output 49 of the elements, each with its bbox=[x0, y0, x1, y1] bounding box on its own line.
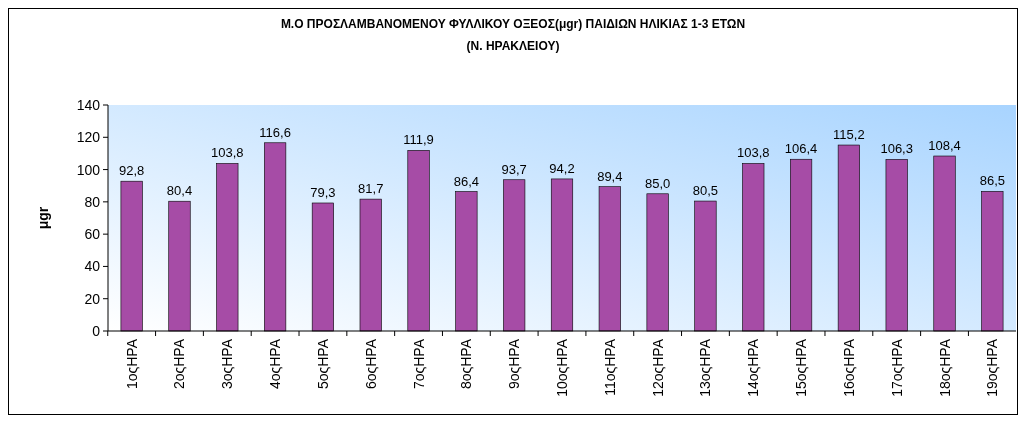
x-tick-label: 16οςΗΡΑ bbox=[840, 338, 857, 397]
x-tick-label: 9οςΗΡΑ bbox=[506, 338, 523, 390]
y-tick-label: 140 bbox=[76, 97, 101, 113]
y-tick-label: 120 bbox=[76, 129, 101, 146]
data-label: 103,8 bbox=[211, 145, 244, 161]
x-tick-label: 19οςΗΡΑ bbox=[984, 338, 1001, 397]
data-label: 108,4 bbox=[928, 138, 961, 154]
x-tick-label: 13οςΗΡΑ bbox=[697, 338, 714, 397]
data-label: 80,5 bbox=[692, 183, 719, 199]
data-label: 111,9 bbox=[403, 132, 434, 148]
data-label: 92,8 bbox=[119, 163, 145, 179]
x-tick-label: 12οςΗΡΑ bbox=[649, 338, 666, 397]
data-label: 86,4 bbox=[453, 173, 480, 189]
x-tick-label: 3οςΗΡΑ bbox=[219, 338, 236, 390]
data-label: 93,7 bbox=[501, 161, 527, 177]
data-label: 86,5 bbox=[979, 173, 1005, 189]
y-tick-label: 0 bbox=[92, 323, 101, 339]
x-tick-label: 17οςΗΡΑ bbox=[888, 338, 905, 397]
y-tick-label: 60 bbox=[84, 226, 101, 243]
data-label: 106,4 bbox=[784, 141, 818, 157]
x-tick-label: 2οςΗΡΑ bbox=[171, 338, 188, 390]
x-tick-label: 6οςΗΡΑ bbox=[362, 338, 379, 390]
data-label: 115,2 bbox=[833, 127, 865, 143]
data-label: 103,8 bbox=[736, 145, 770, 161]
x-tick-label: 15οςΗΡΑ bbox=[793, 338, 810, 397]
chart-title: Μ.Ο ΠΡΟΣΛΑΜΒΑΝΟΜΕΝΟΥ ΦΥΛΛΙΚΟΥ ΟΞΕΟΣ(μgr) ΠΑΙΔΙΩΝ ΗΛΙΚΙΑΣ 1-3 ΕΤΩΝ bbox=[280, 17, 746, 31]
data-label: 81,7 bbox=[358, 181, 384, 197]
y-tick-label: 100 bbox=[76, 161, 101, 178]
data-label: 106,3 bbox=[880, 141, 913, 157]
y-axis-title: μgr bbox=[35, 206, 51, 230]
y-tick-label: 40 bbox=[84, 258, 101, 275]
data-label: 85,0 bbox=[644, 175, 671, 191]
x-tick-label: 5οςΗΡΑ bbox=[314, 338, 331, 390]
y-tick-label: 20 bbox=[84, 290, 101, 307]
x-tick-label: 14οςΗΡΑ bbox=[745, 338, 762, 397]
x-tick-label: 7οςΗΡΑ bbox=[410, 338, 427, 390]
data-label: 80,4 bbox=[166, 183, 193, 199]
x-tick-label: 4οςΗΡΑ bbox=[267, 338, 284, 390]
x-tick-label: 10οςΗΡΑ bbox=[554, 338, 570, 397]
data-label: 94,2 bbox=[549, 160, 575, 176]
y-tick-label: 80 bbox=[84, 193, 101, 210]
x-tick-label: 18οςΗΡΑ bbox=[936, 338, 953, 397]
data-label: 116,6 bbox=[259, 124, 291, 140]
x-tick-label: 11οςΗΡΑ bbox=[601, 338, 618, 396]
x-tick-label: 1οςΗΡΑ bbox=[123, 338, 140, 390]
x-tick-label: 8οςΗΡΑ bbox=[458, 338, 475, 390]
data-label: 79,3 bbox=[310, 184, 336, 200]
data-label: 89,4 bbox=[597, 168, 623, 184]
chart-subtitle: (Ν. ΗΡΑΚΛΕΙΟΥ) bbox=[466, 39, 560, 53]
